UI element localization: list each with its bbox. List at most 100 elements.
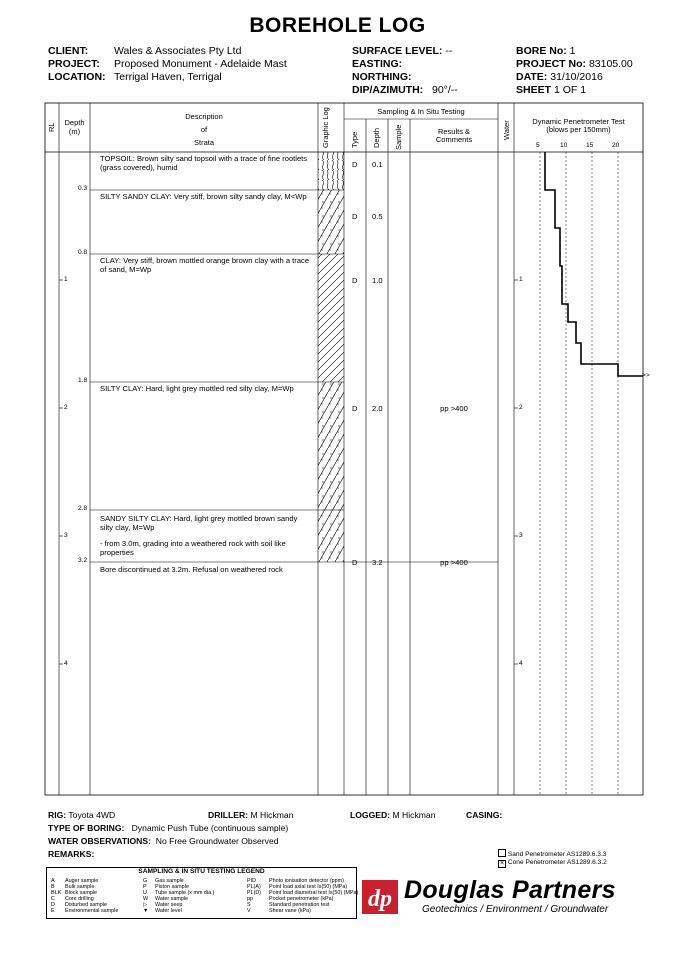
surface-level-label: SURFACE LEVEL: bbox=[352, 45, 443, 57]
project-no-label: PROJECT No: bbox=[516, 58, 587, 70]
sheet-value: 1 OF 1 bbox=[553, 84, 587, 96]
strata-description: Bore discontinued at 3.2m. Refusal on we… bbox=[100, 565, 283, 574]
dcp-depth-tick-2: 2 bbox=[519, 404, 523, 411]
graphic-sandy-silty-clay bbox=[318, 510, 344, 562]
cone-penetrometer-row: × Cone Penetrometer AS1289.6.3.2 bbox=[498, 859, 607, 868]
driller-row: DRILLER: M Hickman bbox=[208, 810, 294, 820]
legend-code: B bbox=[51, 884, 55, 890]
legend-item: E Environmental sample bbox=[51, 908, 141, 914]
sample-depth: 0.1 bbox=[372, 160, 383, 169]
description-header: Description of Strata bbox=[185, 112, 223, 147]
header-right: BORE No: 1 PROJECT No: 83105.00 DATE: 31… bbox=[516, 45, 666, 97]
legend-meaning: Tube sample (x mm dia.) bbox=[155, 890, 215, 896]
dip-label: DIP/AZIMUTH: bbox=[352, 84, 424, 96]
legend-meaning: Bulk sample bbox=[65, 884, 95, 890]
legend-title: SAMPLING & IN SITU TESTING LEGEND bbox=[138, 868, 265, 875]
project-no-value: 83105.00 bbox=[588, 58, 633, 70]
brand-tagline: Geotechnics / Environment / Groundwater bbox=[422, 904, 609, 915]
legend-item: D Disturbed sample bbox=[51, 902, 141, 908]
legend-item: V Shear vane (kPa) bbox=[247, 908, 355, 914]
client-label: CLIENT: bbox=[48, 45, 89, 57]
location-value: Terrigal Haven, Terrigal bbox=[114, 71, 222, 83]
sample-result: pp >400 bbox=[440, 558, 468, 567]
legend-meaning: Pocket penetrometer (kPa) bbox=[269, 896, 334, 902]
logged-row: LOGGED: M Hickman bbox=[350, 810, 436, 820]
graphic-topsoil bbox=[318, 152, 344, 190]
dcp-tick-15: 15 bbox=[586, 142, 594, 149]
legend-item: ▷ Water seep bbox=[143, 902, 243, 908]
legend-meaning: Shear vane (kPa) bbox=[269, 908, 311, 914]
legend-code: W bbox=[143, 896, 149, 902]
legend-meaning: Photo ionisation detector (ppm) bbox=[269, 878, 344, 884]
strata-description: SILTY CLAY: Hard, light grey mottled red… bbox=[100, 384, 294, 393]
sample-depth: 2.0 bbox=[372, 404, 383, 413]
strata-depth: 3.2 bbox=[78, 557, 88, 564]
results-header: Results & Comments bbox=[435, 127, 473, 144]
graphic-log-header: Graphic Log bbox=[321, 107, 330, 148]
type-header: Type bbox=[350, 131, 359, 148]
dcp-header: Dynamic Penetrometer Test (blows per 150m… bbox=[532, 117, 625, 134]
legend-code: PL(A) bbox=[247, 884, 261, 890]
legend-meaning: Point load axial test Is(50) (MPa) bbox=[269, 884, 348, 890]
strata-description: SILTY SANDY CLAY: Very stiff, brown silt… bbox=[100, 192, 307, 201]
sampling-header: Sampling & In Situ Testing bbox=[377, 107, 465, 116]
dcp-tick-20: 20 bbox=[612, 142, 620, 149]
legend-meaning: Water level bbox=[155, 908, 182, 914]
legend-meaning: Standard penetration test bbox=[269, 902, 330, 908]
legend-item: W Water sample bbox=[143, 896, 243, 902]
legend-meaning: Auger sample bbox=[65, 878, 99, 884]
svg-text:dp: dp bbox=[368, 886, 392, 912]
depth-header: Depth (m) bbox=[64, 118, 85, 136]
depth-tick-4: 4 bbox=[64, 660, 68, 667]
strata-description: SANDY SILTY CLAY: Hard, light grey mottl… bbox=[100, 514, 298, 532]
sampling-legend: SAMPLING & IN SITU TESTING LEGEND A Auger… bbox=[46, 867, 358, 919]
strata-depth: 0.3 bbox=[78, 185, 88, 192]
legend-item: P Piston sample bbox=[143, 884, 243, 890]
rig-row: RIG: Toyota 4WD bbox=[48, 810, 116, 820]
legend-code: BLK bbox=[51, 890, 62, 896]
dcp-tick-5: 5 bbox=[536, 142, 540, 149]
legend-code: P bbox=[143, 884, 147, 890]
depth-tick-2: 2 bbox=[64, 404, 68, 411]
strata-depth: 1.8 bbox=[78, 377, 88, 384]
sheet-label: SHEET bbox=[516, 84, 552, 96]
legend-meaning: Gas sample bbox=[155, 878, 184, 884]
sample-type: D bbox=[352, 558, 358, 567]
legend-item: PID Photo ionisation detector (ppm) bbox=[247, 878, 355, 884]
legend-meaning: Environmental sample bbox=[65, 908, 119, 914]
legend-code: E bbox=[51, 908, 55, 914]
douglas-partners-logo-icon: dp bbox=[362, 880, 398, 914]
legend-item: PL(A) Point load axial test Is(50) (MPa) bbox=[247, 884, 355, 890]
legend-code: U bbox=[143, 890, 147, 896]
sample-type: D bbox=[352, 160, 358, 169]
project-label: PROJECT: bbox=[48, 58, 100, 70]
legend-meaning: Piston sample bbox=[155, 884, 189, 890]
header-left: CLIENT: Wales & Associates Pty Ltd PROJEC… bbox=[48, 45, 348, 84]
northing-label: NORTHING: bbox=[352, 71, 412, 83]
legend-code: ▷ bbox=[143, 902, 148, 908]
sample-depth-header: Depth bbox=[372, 127, 381, 148]
legend-code: V bbox=[247, 908, 251, 914]
legend-item: pp Pocket penetrometer (kPa) bbox=[247, 896, 355, 902]
easting-label: EASTING: bbox=[352, 58, 403, 70]
legend-code: PID bbox=[247, 878, 256, 884]
sample-depth: 3.2 bbox=[372, 558, 383, 567]
sample-header: Sample bbox=[394, 124, 403, 150]
graphic-silty-sandy-clay bbox=[318, 190, 344, 254]
remarks-row: REMARKS: bbox=[48, 849, 95, 859]
dip-value: 90°/-- bbox=[432, 84, 458, 96]
legend-meaning: Water seep bbox=[155, 902, 183, 908]
boring-row: TYPE OF BORING: Dynamic Push Tube (conti… bbox=[48, 823, 289, 833]
legend-item: ▼ Water level bbox=[143, 908, 243, 914]
header-middle: SURFACE LEVEL: -- EASTING: NORTHING: DIP… bbox=[352, 45, 512, 97]
water-obs-row: WATER OBSERVATIONS: No Free Groundwater … bbox=[48, 836, 279, 846]
date-value: 31/10/2016 bbox=[550, 71, 603, 83]
dcp-depth-tick-4: 4 bbox=[519, 660, 523, 667]
dcp-depth-tick-3: 3 bbox=[519, 532, 523, 539]
strata-depth: 0.8 bbox=[78, 249, 88, 256]
strata-depth: 2.8 bbox=[78, 505, 88, 512]
legend-meaning: Water sample bbox=[155, 896, 189, 902]
legend-code: D bbox=[51, 902, 55, 908]
legend-item: U Tube sample (x mm dia.) bbox=[143, 890, 243, 896]
sand-penetrometer-label: Sand Penetrometer AS1289.6.3.3 bbox=[507, 851, 607, 858]
